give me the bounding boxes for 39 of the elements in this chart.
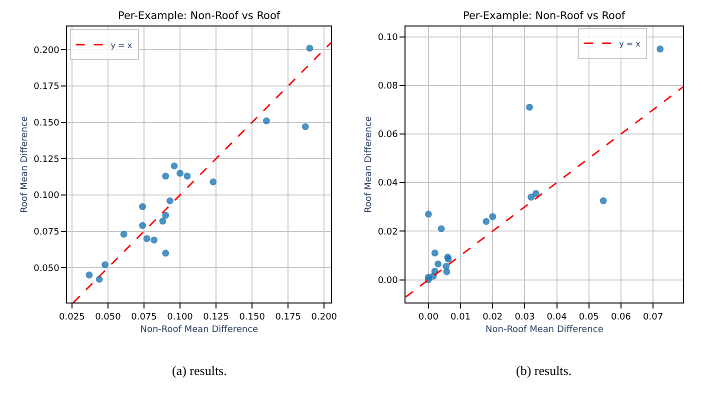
x-tick-label: 0.04 [546,312,568,322]
y-tick-label: 0.08 [378,82,398,92]
x-tick-label: 0.150 [239,312,266,322]
x-tick-label: 0.050 [95,312,122,322]
x-axis-title: Non-Roof Mean Difference [486,325,604,336]
x-tick-label: 0.05 [578,312,599,322]
x-tick-label: 0.025 [59,312,85,322]
y-tick-label: 0.100 [34,191,60,202]
y-tick-label: 0.02 [378,227,398,238]
y-tick-label: 0.10 [378,32,398,43]
x-tick-label: 0.02 [482,312,503,322]
legend-label: y = x [619,39,641,48]
text: (b) results. [516,363,572,378]
y-tick-label: 0.06 [378,130,398,140]
x-tick-label: 0.125 [203,312,229,322]
x-tick-label: 0.200 [311,312,338,322]
x-axis-title: Non-Roof Mean Difference [140,325,259,336]
y-axis-title: Roof Mean Difference [20,116,30,213]
text: (a) results. [172,363,227,378]
y-tick-label: 0.150 [34,118,60,128]
legend-label: y = x [110,40,132,50]
y-tick-label: 0.075 [34,228,60,238]
chart-title: Per-Example: Non-Roof vs Roof [463,10,626,22]
y-tick-label: 0.00 [378,276,398,286]
y-tick-label: 0.050 [34,264,60,274]
x-tick-label: 0.07 [643,312,664,322]
x-tick-label: 0.03 [514,312,535,322]
chart-title: Per-Example: Non-Roof vs Roof [118,10,280,22]
x-tick-label: 0.100 [167,312,194,322]
y-tick-label: 0.04 [378,178,398,189]
x-tick-label: 0.175 [275,312,301,322]
y-tick-label: 0.200 [34,46,60,56]
x-tick-label: 0.00 [418,312,439,322]
y-tick-label: 0.125 [34,154,60,165]
x-tick-label: 0.06 [610,312,632,322]
y-tick-label: 0.175 [34,82,60,92]
x-tick-label: 0.01 [450,312,471,322]
x-tick-label: 0.075 [131,312,157,322]
y-axis-title: Roof Mean Difference [364,116,374,213]
